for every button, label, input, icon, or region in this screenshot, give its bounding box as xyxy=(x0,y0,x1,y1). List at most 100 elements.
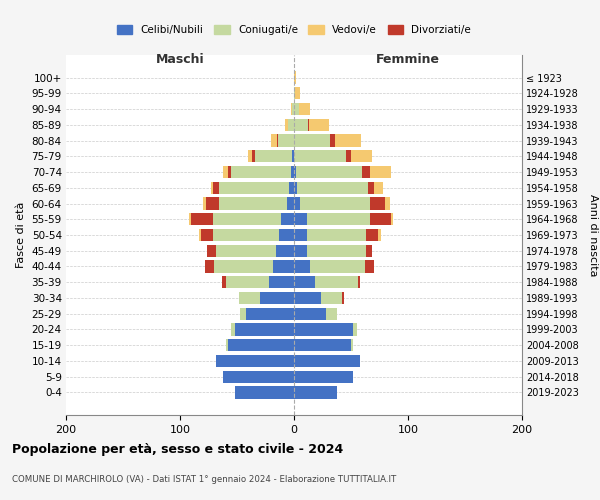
Bar xyxy=(308,118,309,131)
Bar xyxy=(385,198,390,209)
Bar xyxy=(248,150,252,162)
Bar xyxy=(294,103,299,115)
Bar xyxy=(287,198,294,209)
Bar xyxy=(307,244,366,257)
Bar xyxy=(211,182,213,194)
Bar xyxy=(358,276,360,288)
Bar xyxy=(342,292,344,304)
Bar xyxy=(189,213,191,226)
Bar xyxy=(294,386,337,398)
Bar xyxy=(222,276,226,288)
Bar xyxy=(294,134,331,146)
Text: Popolazione per età, sesso e stato civile - 2024: Popolazione per età, sesso e stato civil… xyxy=(12,442,343,456)
Bar xyxy=(296,166,362,178)
Bar xyxy=(235,324,294,336)
Bar xyxy=(326,308,337,320)
Bar xyxy=(200,229,213,241)
Bar xyxy=(199,229,200,241)
Bar xyxy=(290,166,294,178)
Bar xyxy=(228,166,232,178)
Bar xyxy=(235,386,294,398)
Bar xyxy=(223,370,294,383)
Bar xyxy=(285,118,289,131)
Bar xyxy=(370,198,385,209)
Bar xyxy=(213,182,219,194)
Bar xyxy=(294,166,296,178)
Bar xyxy=(294,244,307,257)
Bar xyxy=(294,72,296,84)
Bar xyxy=(290,103,292,115)
Bar xyxy=(292,150,294,162)
Bar xyxy=(309,118,329,131)
Bar xyxy=(379,229,380,241)
Bar xyxy=(289,182,294,194)
Bar xyxy=(277,134,278,146)
Bar xyxy=(241,308,246,320)
Bar xyxy=(353,324,357,336)
Bar xyxy=(255,150,292,162)
Bar xyxy=(366,229,379,241)
Bar xyxy=(294,182,298,194)
Bar xyxy=(294,276,314,288)
Text: Maschi: Maschi xyxy=(155,54,205,66)
Bar xyxy=(307,213,370,226)
Bar xyxy=(294,355,360,367)
Bar xyxy=(298,182,368,194)
Bar xyxy=(294,213,307,226)
Bar xyxy=(294,339,351,351)
Bar xyxy=(213,229,279,241)
Bar xyxy=(294,324,353,336)
Bar xyxy=(203,198,206,209)
Bar xyxy=(226,339,228,351)
Bar xyxy=(271,134,277,146)
Bar xyxy=(294,229,307,241)
Bar xyxy=(314,276,358,288)
Bar xyxy=(239,292,260,304)
Bar xyxy=(281,213,294,226)
Bar xyxy=(278,134,294,146)
Bar xyxy=(289,118,294,131)
Bar xyxy=(232,324,235,336)
Y-axis label: Anni di nascita: Anni di nascita xyxy=(589,194,598,276)
Bar xyxy=(246,308,294,320)
Bar xyxy=(365,260,374,272)
Bar xyxy=(351,150,371,162)
Bar xyxy=(260,292,294,304)
Bar xyxy=(274,260,294,272)
Bar xyxy=(370,213,391,226)
Bar xyxy=(276,244,294,257)
Bar xyxy=(292,103,294,115)
Bar xyxy=(335,134,361,146)
Bar xyxy=(208,244,217,257)
Bar xyxy=(294,370,353,383)
Bar xyxy=(294,118,308,131)
Bar xyxy=(294,87,295,100)
Bar xyxy=(366,244,371,257)
Bar xyxy=(205,260,214,272)
Bar xyxy=(232,166,290,178)
Bar xyxy=(368,182,374,194)
Bar xyxy=(191,213,213,226)
Bar xyxy=(391,213,393,226)
Bar xyxy=(310,260,365,272)
Bar xyxy=(223,166,228,178)
Y-axis label: Fasce di età: Fasce di età xyxy=(16,202,26,268)
Bar xyxy=(294,198,300,209)
Bar xyxy=(228,339,294,351)
Bar xyxy=(219,198,287,209)
Bar xyxy=(346,150,351,162)
Text: Femmine: Femmine xyxy=(376,54,440,66)
Bar xyxy=(279,229,294,241)
Bar xyxy=(252,150,255,162)
Bar xyxy=(294,292,322,304)
Bar xyxy=(322,292,342,304)
Bar xyxy=(213,213,281,226)
Bar xyxy=(214,260,274,272)
Legend: Celibi/Nubili, Coniugati/e, Vedovi/e, Divorziati/e: Celibi/Nubili, Coniugati/e, Vedovi/e, Di… xyxy=(113,20,475,39)
Bar xyxy=(299,103,310,115)
Bar xyxy=(370,166,391,178)
Bar xyxy=(294,308,326,320)
Text: COMUNE DI MARCHIROLO (VA) - Dati ISTAT 1° gennaio 2024 - Elaborazione TUTTITALIA: COMUNE DI MARCHIROLO (VA) - Dati ISTAT 1… xyxy=(12,475,396,484)
Bar xyxy=(206,198,219,209)
Bar xyxy=(362,166,370,178)
